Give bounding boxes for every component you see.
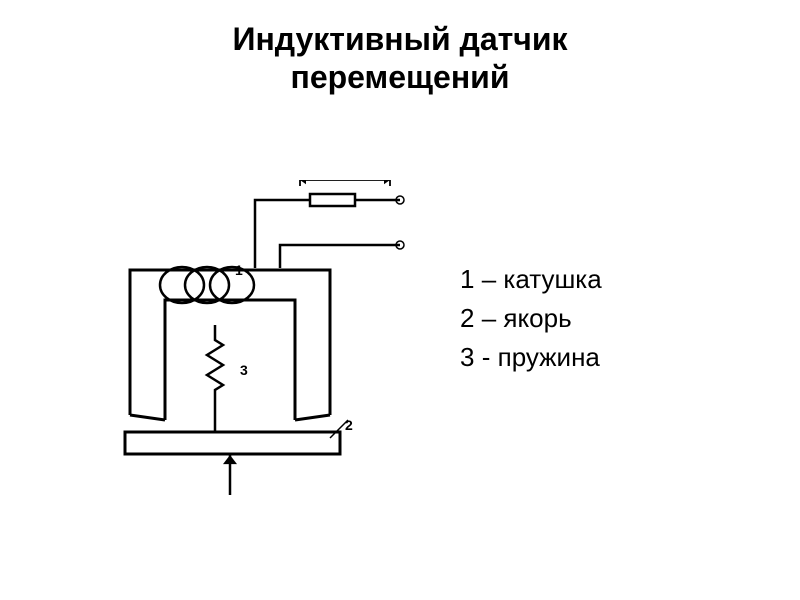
page-title: Индуктивный датчик перемещений (0, 0, 800, 97)
legend-dash-3: - (482, 342, 491, 372)
title-line1: Индуктивный датчик (232, 21, 567, 57)
legend-num-3: 3 (460, 342, 474, 372)
svg-text:2: 2 (345, 417, 353, 433)
legend-item-2: 2 – якорь (460, 299, 602, 338)
legend-label-2: якорь (503, 303, 571, 333)
legend-dash-2: – (482, 303, 496, 333)
legend-label-1: катушка (503, 264, 601, 294)
legend-num-2: 2 (460, 303, 474, 333)
legend-num-1: 1 (460, 264, 474, 294)
legend: 1 – катушка 2 – якорь 3 - пружина (460, 260, 602, 377)
title-line2: перемещений (291, 59, 510, 95)
legend-label-3: пружина (498, 342, 600, 372)
svg-text:3: 3 (240, 362, 248, 378)
legend-item-3: 3 - пружина (460, 338, 602, 377)
legend-dash-1: – (482, 264, 496, 294)
diagram: 1 3 2 (100, 180, 440, 515)
svg-text:1: 1 (235, 262, 243, 278)
schematic-svg: 1 3 2 (100, 180, 440, 510)
legend-item-1: 1 – катушка (460, 260, 602, 299)
